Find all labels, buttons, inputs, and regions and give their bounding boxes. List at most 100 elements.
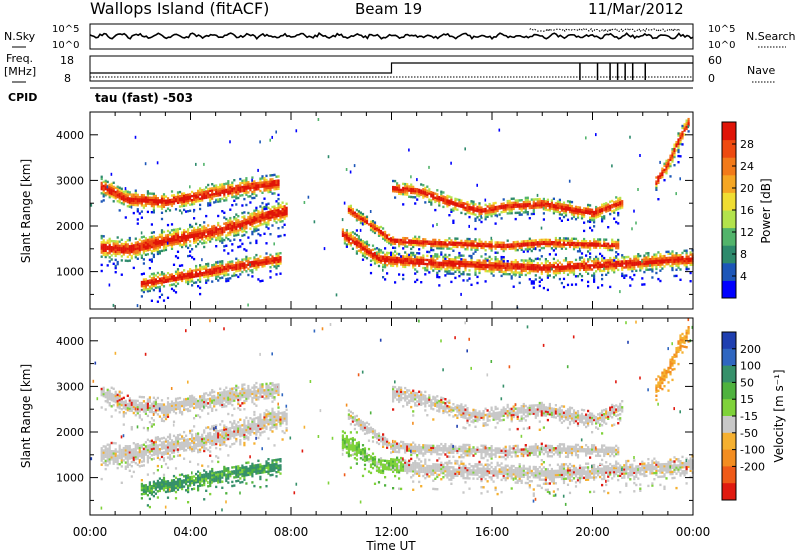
power-cell xyxy=(181,264,184,267)
power-cell xyxy=(566,241,570,244)
power-cell xyxy=(144,200,147,203)
power-cell xyxy=(154,198,157,202)
power-cell xyxy=(394,246,397,250)
power-cell xyxy=(635,255,638,258)
power-cell xyxy=(183,243,186,246)
velocity-cell xyxy=(114,409,117,412)
power-cell xyxy=(349,206,352,210)
power-cell xyxy=(611,206,614,209)
power-cell xyxy=(237,225,240,228)
power-cell xyxy=(209,240,212,243)
velocity-cell xyxy=(148,497,151,501)
power-cell xyxy=(267,227,270,230)
power-cell xyxy=(277,260,280,263)
power-cell xyxy=(685,253,688,256)
power-cell xyxy=(580,279,584,282)
power-colorbar-label: Power [dB] xyxy=(759,178,773,243)
power-cell xyxy=(225,196,228,200)
power-cell xyxy=(394,179,397,183)
power-cell xyxy=(160,201,164,204)
power-noise-cell xyxy=(484,198,487,202)
power-cell xyxy=(404,251,407,254)
power-cell xyxy=(611,248,614,252)
power-cell xyxy=(574,258,578,262)
power-cell xyxy=(494,214,497,217)
power-cell xyxy=(472,246,475,249)
power-cell xyxy=(426,240,429,243)
power-cell xyxy=(452,243,455,246)
power-cell xyxy=(494,260,497,263)
power-cell xyxy=(205,281,208,284)
power-cell xyxy=(432,197,435,201)
power-cell xyxy=(100,269,103,273)
power-cell xyxy=(150,245,153,249)
power-cell xyxy=(406,257,409,260)
power-cell xyxy=(552,249,555,252)
power-cell xyxy=(251,214,254,217)
power-cell xyxy=(462,245,465,249)
power-cell xyxy=(408,259,411,263)
power-cell xyxy=(562,245,566,248)
power-cell xyxy=(625,264,628,267)
power-cell xyxy=(685,119,688,122)
power-cell xyxy=(263,177,266,180)
power-cell xyxy=(108,241,111,245)
velocity-noise-cell xyxy=(136,425,139,429)
power-cell xyxy=(498,241,501,244)
power-cell xyxy=(623,256,626,259)
power-cell xyxy=(440,192,443,195)
power-cell xyxy=(162,285,166,288)
power-cell xyxy=(665,163,668,167)
power-cell xyxy=(444,257,447,260)
power-cell xyxy=(209,201,212,205)
power-cell xyxy=(591,260,594,263)
power-cell xyxy=(245,255,248,259)
power-cell xyxy=(617,258,620,261)
power-cell xyxy=(438,276,441,279)
power-cell xyxy=(120,255,123,258)
power-cell xyxy=(438,245,441,248)
power-cell xyxy=(257,278,260,281)
power-cell xyxy=(235,186,238,190)
power-cell xyxy=(267,206,270,210)
power-cell xyxy=(486,259,489,262)
power-cell xyxy=(406,255,409,258)
power-cell xyxy=(213,233,216,236)
power-cell xyxy=(247,187,250,190)
velocity-cell xyxy=(120,399,123,403)
power-cell xyxy=(474,207,477,210)
velocity-cell xyxy=(128,463,131,466)
power-cell xyxy=(576,241,580,245)
power-cell xyxy=(580,264,584,267)
power-cell xyxy=(607,265,610,268)
power-cell xyxy=(426,269,429,272)
power-cell xyxy=(412,260,415,263)
y-tick-label: 4000 xyxy=(56,129,84,142)
power-cell xyxy=(554,269,557,273)
power-cell xyxy=(217,269,220,272)
power-cell xyxy=(526,263,529,266)
power-cell xyxy=(237,219,240,222)
velocity-cell xyxy=(132,399,135,402)
power-cell xyxy=(520,248,523,251)
power-cell xyxy=(112,185,115,189)
power-cell xyxy=(235,261,238,265)
power-cell xyxy=(357,245,360,248)
power-cell xyxy=(532,198,535,201)
power-cell xyxy=(263,212,266,215)
power-cell xyxy=(162,299,166,302)
power-cell xyxy=(257,185,260,189)
power-cell xyxy=(174,228,178,231)
power-cell xyxy=(518,263,521,266)
power-cell xyxy=(572,269,576,272)
power-cell xyxy=(679,260,682,263)
power-cell xyxy=(508,245,511,248)
power-cell xyxy=(261,210,264,214)
power-cell xyxy=(599,214,602,217)
power-cell xyxy=(355,252,358,255)
power-cell xyxy=(379,229,383,233)
power-cell xyxy=(490,241,493,244)
velocity-cell xyxy=(130,456,133,460)
power-cell xyxy=(436,240,439,244)
velocity-cell xyxy=(104,400,107,403)
